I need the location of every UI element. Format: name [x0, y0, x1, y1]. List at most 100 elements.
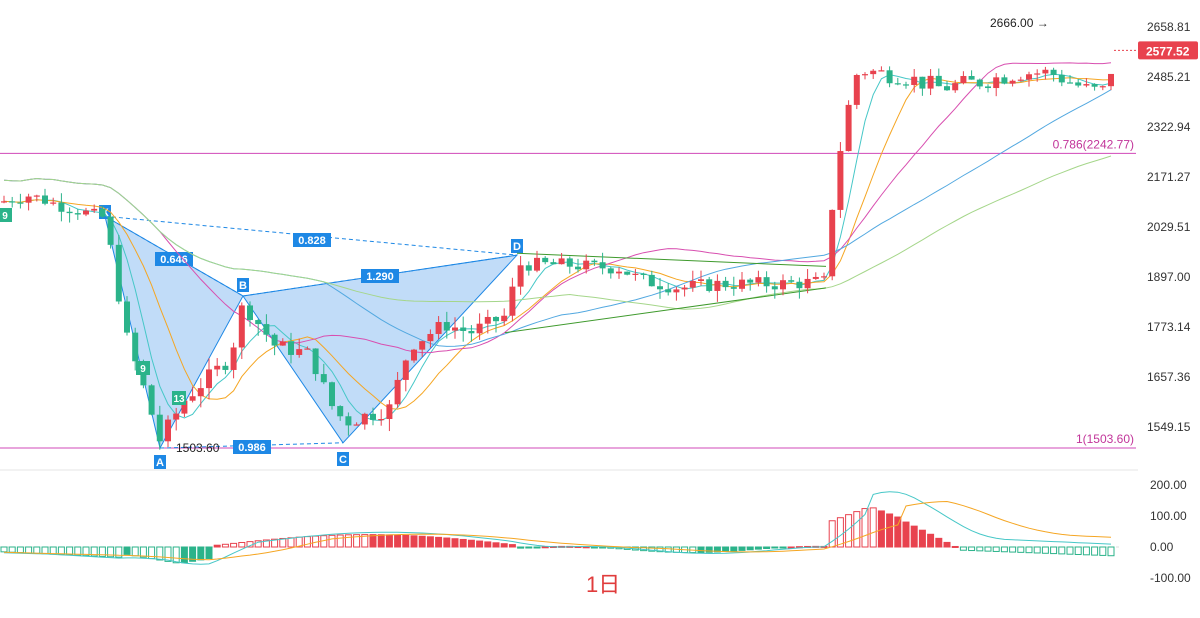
candle-body	[345, 416, 352, 426]
current-price-label: 2577.52	[1146, 44, 1190, 58]
lower-trend-line	[504, 287, 827, 334]
macd-histogram-bar	[1066, 546, 1074, 555]
macd-histogram-bar	[927, 533, 935, 548]
candle-body	[993, 77, 1000, 89]
candle-body	[829, 209, 836, 277]
macd-histogram-bar	[713, 546, 721, 553]
price-tick-label: 2029.51	[1147, 220, 1191, 234]
indicator-tick-label: -100.00	[1150, 571, 1191, 585]
candle-body	[591, 260, 598, 263]
macd-histogram-bar	[869, 507, 877, 548]
candle-body	[83, 210, 89, 215]
candle-body	[255, 320, 262, 325]
candle-body	[206, 369, 212, 389]
macd-histogram-bar	[369, 534, 377, 548]
macd-histogram-bar	[541, 546, 549, 549]
macd-histogram-bar	[508, 544, 516, 548]
macd-histogram-bar	[180, 546, 188, 564]
macd-histogram-bar	[90, 546, 98, 557]
candle-body	[411, 349, 417, 361]
candle-body	[1009, 80, 1016, 84]
macd-histogram-bar	[394, 534, 402, 548]
macd-dea-line	[3, 500, 1112, 561]
candle-body	[501, 315, 508, 322]
macd-histogram-bar	[123, 546, 131, 555]
macd-histogram-bar	[517, 546, 525, 549]
upper-trend-line	[516, 252, 827, 267]
candle-body	[763, 277, 770, 287]
candle-body	[870, 70, 877, 75]
candle-body	[435, 322, 442, 334]
candle-body	[148, 385, 155, 415]
candle-body	[288, 341, 294, 355]
candle-body	[812, 276, 819, 279]
candle-body	[1026, 74, 1032, 80]
candle-body	[132, 332, 139, 362]
ma10-line	[3, 77, 1112, 410]
candle-body	[460, 327, 467, 331]
macd-histogram-bar	[1000, 546, 1008, 553]
pattern-point-badge	[154, 455, 166, 469]
macd-histogram-bar	[189, 546, 197, 562]
candle-body	[476, 323, 483, 334]
macd-histogram-bar	[287, 537, 295, 548]
candle-body	[1083, 84, 1090, 86]
macd-histogram-bar	[943, 541, 951, 548]
pattern-point-badge	[511, 239, 523, 253]
macd-histogram-bar	[172, 546, 180, 564]
macd-histogram-bar	[451, 538, 459, 548]
macd-histogram-bar	[525, 546, 533, 549]
candle-body	[189, 396, 196, 401]
candle-body	[665, 289, 672, 293]
candle-body	[566, 258, 573, 267]
candle-body	[755, 277, 762, 283]
macd-histogram-bar	[918, 529, 926, 548]
candle-body	[550, 262, 557, 265]
pattern-ratio-badge	[155, 252, 193, 266]
candle-body	[353, 424, 360, 426]
macd-histogram-bar	[361, 534, 369, 548]
macd-histogram-bar	[16, 546, 24, 554]
macd-histogram-bar	[279, 537, 287, 548]
macd-histogram-bar	[459, 538, 467, 548]
macd-histogram-bar	[262, 539, 270, 548]
macd-histogram-bar	[853, 511, 861, 548]
macd-histogram-bar	[74, 546, 82, 556]
candle-body	[624, 271, 631, 275]
pattern-triangle-bcd	[242, 254, 519, 444]
macd-histogram-bar	[1017, 546, 1025, 553]
candle-body	[419, 341, 426, 350]
candle-body	[468, 330, 475, 334]
candle-body	[370, 413, 376, 420]
period-label: 1日	[586, 572, 620, 597]
candle-body	[304, 348, 311, 350]
candle-body	[1017, 79, 1024, 81]
candle-body	[739, 279, 745, 289]
macd-histogram-bar	[221, 543, 229, 548]
trend-lines	[504, 252, 827, 334]
price-tick-label: 2658.81	[1147, 20, 1191, 34]
macd-histogram-bar	[910, 525, 918, 548]
macd-histogram-bar	[467, 539, 475, 548]
candle-body	[558, 258, 565, 265]
macd-histogram-bar	[25, 546, 33, 554]
macd-histogram-bar	[1107, 546, 1115, 557]
macd-histogram-bar	[779, 546, 787, 549]
candle-body	[74, 213, 81, 215]
macd-histogram-bar	[976, 546, 984, 552]
candle-body	[230, 347, 237, 370]
candle-body	[91, 208, 98, 211]
candle-body	[771, 286, 778, 290]
candle-body	[1108, 73, 1114, 87]
price-tick-label: 1549.15	[1147, 420, 1191, 434]
candle-body	[394, 379, 401, 405]
macd-histogram-bar	[41, 546, 49, 555]
macd-histogram-bar	[992, 546, 1000, 552]
candle-body	[1058, 74, 1065, 83]
macd-histogram-bar	[492, 542, 500, 548]
macd-histogram-bar	[385, 534, 393, 548]
candle-body	[124, 301, 130, 333]
candle-body	[894, 83, 901, 85]
